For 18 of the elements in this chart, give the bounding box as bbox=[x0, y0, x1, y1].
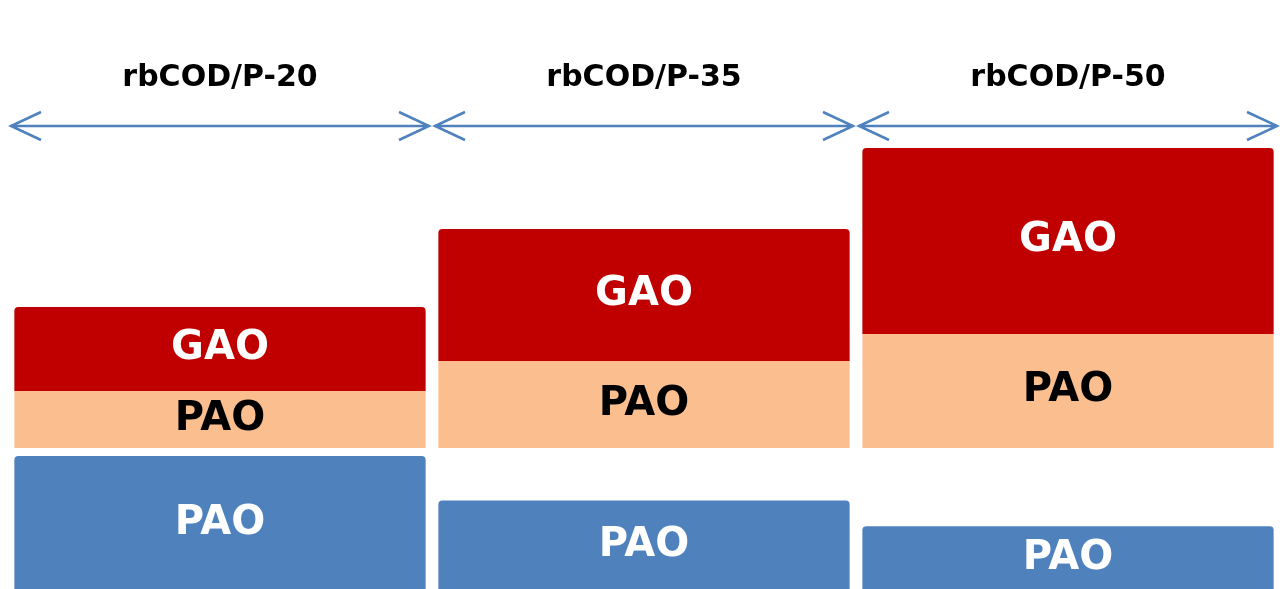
bar bbox=[862, 334, 1274, 448]
bar bbox=[438, 361, 850, 448]
series-label: PAO bbox=[174, 392, 266, 439]
x-tick-label: rbCOD/P-35 bbox=[546, 57, 742, 93]
bar bbox=[14, 307, 426, 391]
text: PAO bbox=[1022, 364, 1114, 411]
text: GAO bbox=[595, 268, 693, 315]
bar bbox=[14, 391, 426, 448]
text: PAO bbox=[598, 377, 690, 424]
x-tick-label: rbCOD/P-20 bbox=[122, 57, 318, 93]
bar bbox=[862, 148, 1274, 334]
x-tick-label: rbCOD/P-50 bbox=[970, 57, 1166, 93]
series-label: GAO bbox=[171, 322, 269, 369]
bar bbox=[438, 229, 850, 361]
text: PAO bbox=[598, 519, 690, 566]
series-label: PAO bbox=[1022, 531, 1114, 578]
text: GAO bbox=[1019, 214, 1117, 261]
text: PAO bbox=[174, 496, 266, 543]
